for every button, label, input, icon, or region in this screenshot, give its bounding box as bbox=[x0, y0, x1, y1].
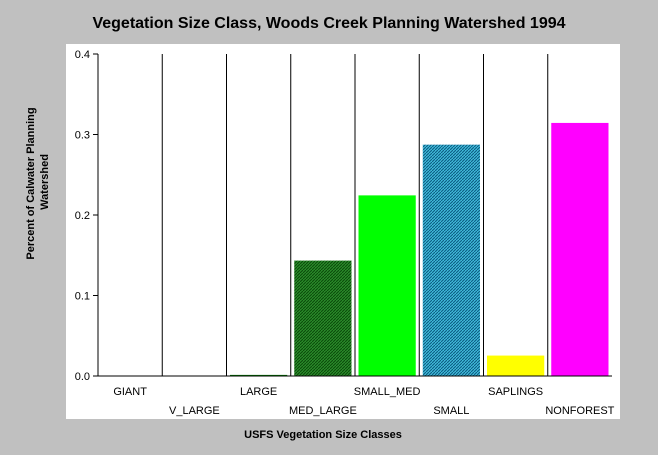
bar-small-med bbox=[357, 194, 417, 377]
x-tick-labels: GIANT V_LARGE LARGE MED_LARGE SMALL_MED SMALL… bbox=[113, 386, 614, 417]
x-axis-label: USFS Vegetation Size Classes bbox=[244, 429, 402, 441]
x-tick-label: SAPLINGS bbox=[488, 386, 543, 398]
bar-med-large bbox=[293, 259, 353, 377]
y-tick-label: 0.0 bbox=[75, 371, 90, 383]
y-tick-label: 0.3 bbox=[75, 130, 90, 142]
y-tick-label: 0.2 bbox=[75, 210, 90, 222]
x-tick-label: NONFOREST bbox=[545, 405, 614, 417]
y-tick-label: 0.1 bbox=[75, 291, 90, 303]
chart-title: Vegetation Size Class, Woods Creek Plann… bbox=[92, 15, 565, 32]
category-grid bbox=[161, 54, 549, 376]
y-axis-label: Percent of Calwater Planning Watershed bbox=[25, 104, 51, 259]
bar-small bbox=[421, 143, 481, 377]
y-tick-label: 0.4 bbox=[75, 49, 90, 61]
x-tick-label: MED_LARGE bbox=[289, 405, 357, 417]
x-tick-label: GIANT bbox=[113, 386, 147, 398]
x-tick-label: LARGE bbox=[240, 386, 277, 398]
bar-nonforest bbox=[550, 121, 610, 377]
bar-saplings bbox=[486, 354, 546, 377]
y-ticks: 0.0 0.1 0.2 0.3 0.4 bbox=[75, 49, 98, 383]
x-tick-label: V_LARGE bbox=[169, 405, 220, 417]
bars bbox=[229, 121, 610, 377]
y-axis-label-line-1: Percent of Calwater Planning bbox=[25, 107, 37, 259]
x-tick-label: SMALL_MED bbox=[354, 386, 421, 398]
y-axis-label-line-2: Watershed bbox=[39, 154, 51, 210]
x-tick-label: SMALL bbox=[433, 405, 469, 417]
